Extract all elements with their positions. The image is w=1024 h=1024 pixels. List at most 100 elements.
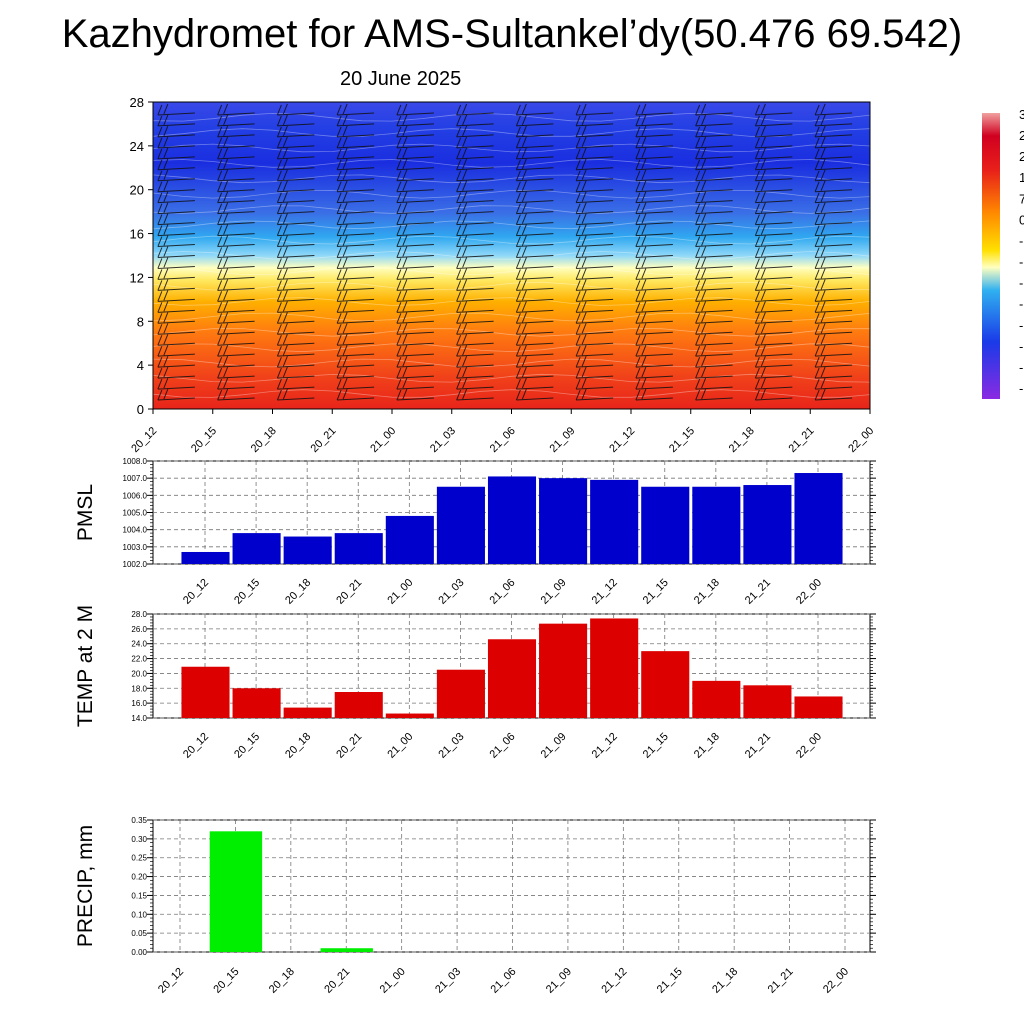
- wind-barb: [754, 103, 793, 116]
- wind-barb: [695, 191, 733, 204]
- y-tick-label: 18.0: [131, 684, 147, 693]
- wind-barb: [217, 268, 255, 280]
- wind-barb: [515, 136, 554, 149]
- wind-barb: [814, 268, 853, 280]
- wind-barb: [217, 290, 255, 302]
- wind-barb: [276, 125, 315, 138]
- wind-barb: [276, 213, 315, 226]
- wind-barb: [754, 158, 793, 171]
- wind-barb: [575, 279, 614, 291]
- wind-barb: [396, 312, 434, 324]
- wind-barb: [336, 334, 375, 346]
- y-tick-label: 0.10: [131, 910, 147, 919]
- wind-barb: [157, 334, 195, 346]
- wind-barb: [754, 114, 793, 127]
- bar: [487, 639, 537, 718]
- x-tick-label: 20_15: [211, 966, 241, 996]
- wind-barb: [157, 191, 195, 204]
- wind-barb: [575, 202, 614, 215]
- y-tick-label: 20: [130, 183, 144, 198]
- wind-barb: [217, 334, 255, 346]
- wind-barb: [217, 147, 255, 160]
- y-tick-label: 14.0: [131, 714, 147, 723]
- wind-barb: [515, 235, 554, 248]
- wind-barb: [336, 301, 375, 313]
- wind-barb: [276, 180, 315, 193]
- wind-barb: [336, 388, 375, 401]
- wind-barb: [814, 388, 853, 401]
- wind-barb: [157, 301, 195, 313]
- wind-barb: [336, 279, 375, 291]
- wind-barb: [456, 312, 494, 324]
- wind-barb: [695, 257, 733, 269]
- chart-title: Kazhydromet for AMS-Sultankel’dy(50.476 …: [61, 12, 963, 56]
- wind-barb: [754, 246, 793, 258]
- wind-barb: [276, 366, 315, 379]
- wind-barb: [396, 125, 434, 138]
- contour-line: [152, 281, 871, 291]
- x-tick-label: 22_00: [821, 966, 851, 996]
- bar: [794, 473, 843, 564]
- wind-barb: [396, 355, 434, 368]
- wind-barb: [217, 344, 255, 357]
- wind-barb: [635, 147, 673, 160]
- wind-barb: [515, 103, 554, 116]
- y-tick-label: 1005.0: [123, 509, 148, 518]
- wind-barb: [336, 344, 375, 357]
- wind-barb: [515, 191, 554, 204]
- wind-barb: [276, 257, 315, 269]
- wind-barb: [456, 334, 494, 346]
- y-tick-label: 20.0: [131, 669, 147, 678]
- wind-barb: [575, 158, 614, 171]
- wind-barb: [336, 169, 375, 182]
- wind-barb: [396, 191, 434, 204]
- wind-barb: [754, 125, 793, 138]
- x-tick-label: 21_12: [599, 966, 629, 996]
- wind-barb: [575, 169, 614, 182]
- wind-barb: [635, 323, 673, 335]
- wind-barb: [754, 323, 793, 335]
- y-tick-label: 1006.0: [123, 491, 148, 500]
- contour-line: [152, 266, 871, 275]
- wind-barb: [695, 366, 733, 379]
- wind-barb: [217, 169, 255, 182]
- wind-barb: [635, 344, 673, 357]
- colorbar-label: 0: [1019, 212, 1024, 227]
- contour-line: [152, 389, 871, 398]
- wind-barb: [276, 114, 315, 127]
- wind-barb: [157, 202, 195, 215]
- contour-line: [152, 235, 871, 245]
- contour-line: [152, 358, 871, 368]
- wind-barb: [575, 268, 614, 280]
- x-tick-label: 20_12: [129, 425, 159, 455]
- wind-barb: [515, 257, 554, 269]
- wind-barb: [754, 235, 793, 248]
- wind-barb: [754, 334, 793, 346]
- wind-barb: [754, 388, 793, 401]
- wind-barb: [157, 355, 195, 368]
- wind-barb: [396, 202, 434, 215]
- wind-barb: [635, 388, 673, 401]
- wind-barb: [814, 114, 853, 127]
- wind-barb: [635, 301, 673, 313]
- x-tick-label: 20_18: [267, 966, 297, 996]
- wind-barb: [515, 202, 554, 215]
- wind-barb: [456, 279, 494, 291]
- wind-barb: [276, 344, 315, 357]
- wind-barb: [515, 334, 554, 346]
- wind-barb: [814, 235, 853, 248]
- bar: [743, 485, 792, 564]
- wind-barb: [396, 180, 434, 193]
- wind-barb: [336, 191, 375, 204]
- wind-barb: [456, 103, 494, 116]
- x-tick-label: 21_06: [488, 425, 518, 455]
- bar: [283, 536, 332, 564]
- wind-barb: [217, 355, 255, 368]
- x-tick-label: 21_18: [710, 966, 740, 996]
- wind-barb: [157, 290, 195, 302]
- wind-barb: [276, 158, 315, 171]
- x-tick-label: 21_12: [607, 425, 637, 455]
- wind-barb: [336, 312, 375, 324]
- wind-barb: [575, 377, 614, 390]
- bar: [320, 948, 373, 952]
